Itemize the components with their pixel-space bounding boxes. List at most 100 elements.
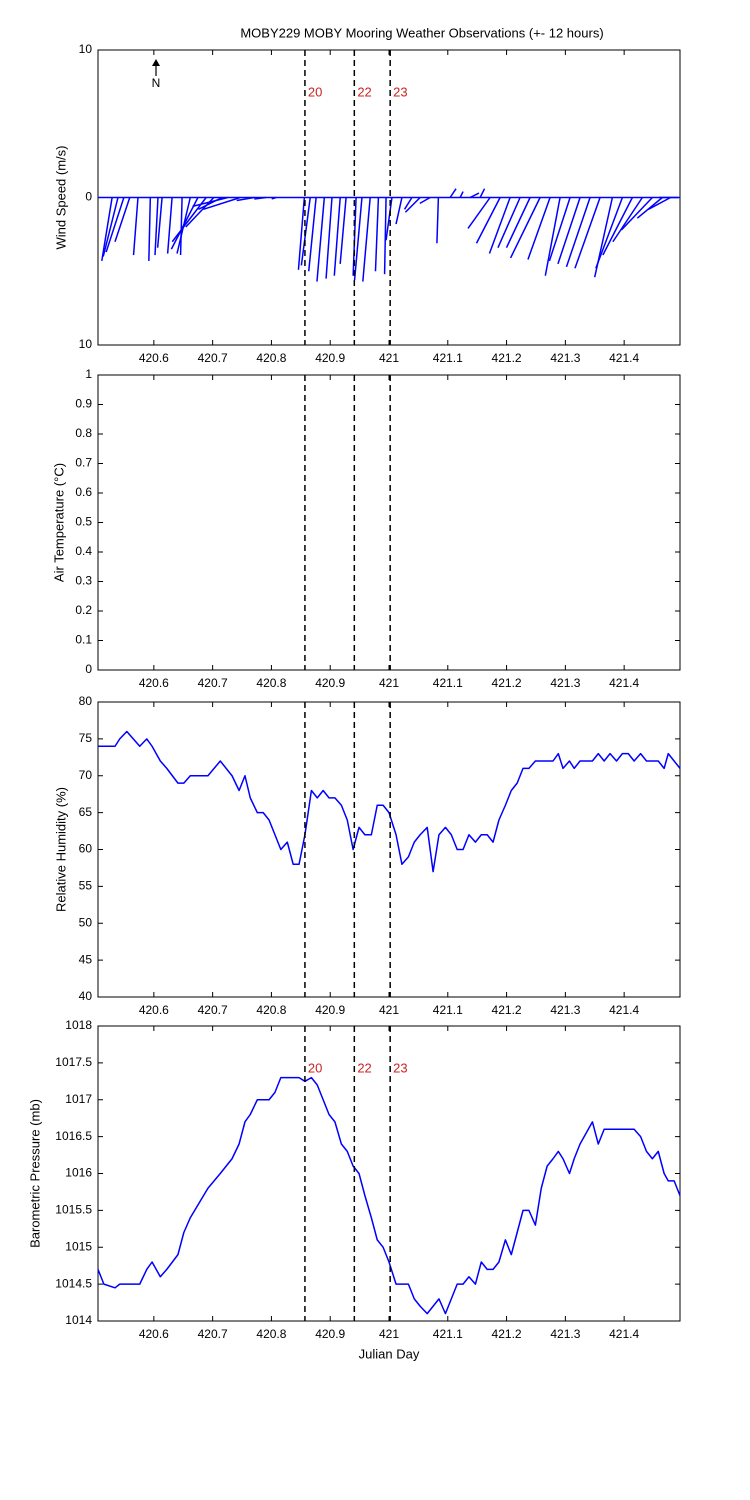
- x-tick-label: 420.9: [315, 1327, 345, 1341]
- wind-stick: [362, 197, 371, 282]
- wind-stick: [333, 197, 341, 276]
- x-tick-label: 420.8: [256, 1327, 286, 1341]
- x-tick-label: 420.6: [139, 676, 169, 690]
- x-tick-label: 421: [379, 676, 399, 690]
- wind-stick: [132, 197, 139, 256]
- x-tick-label: 420.6: [139, 351, 169, 365]
- data-line: [98, 730, 681, 873]
- x-tick-label: 421.2: [492, 1327, 522, 1341]
- y-tick-label: 1015.5: [55, 1203, 92, 1217]
- wind-stick: [497, 197, 521, 248]
- y-tick-label: 10: [79, 42, 93, 56]
- wind-stick: [192, 196, 229, 208]
- y-tick-label: 0.3: [75, 574, 92, 588]
- y-tick-label: 1017.5: [55, 1055, 92, 1069]
- y-tick-label: 40: [79, 989, 93, 1003]
- wind-stick: [602, 197, 634, 256]
- y-tick-label: 0.4: [75, 544, 92, 558]
- plot-frame: [97, 1025, 681, 1322]
- wind-stick: [574, 197, 601, 269]
- x-tick-label: 420.8: [256, 351, 286, 365]
- panel: 420.6 420.7 420.8 420.9 421 421.1 421.2 421.3 42…: [51, 367, 681, 690]
- x-tick-label: 421.2: [492, 351, 522, 365]
- wind-stick: [557, 197, 581, 265]
- y-tick-label: 1017: [65, 1092, 92, 1106]
- y-tick-label: 45: [79, 952, 93, 966]
- x-tick-label: 421.3: [550, 676, 580, 690]
- y-tick-label: 1016: [65, 1166, 92, 1180]
- wind-stick: [166, 197, 173, 254]
- y-tick-label: 80: [79, 694, 93, 708]
- plot-frame: [97, 374, 681, 671]
- x-tick-label: 421: [379, 1003, 399, 1017]
- x-tick-label: 421.3: [550, 1327, 580, 1341]
- wind-stick: [307, 197, 317, 272]
- wind-stick: [114, 197, 131, 242]
- x-tick-label: 421.4: [609, 351, 639, 365]
- y-tick-label: 0.1: [75, 633, 92, 647]
- wind-stick: [565, 197, 591, 268]
- wind-stick: [395, 197, 403, 225]
- data-line: [97, 1076, 681, 1315]
- event-label: 20: [308, 84, 322, 99]
- north-label: N: [152, 76, 161, 90]
- y-tick-label: 60: [79, 842, 93, 856]
- wind-stick: [105, 197, 125, 253]
- panel: 420.6 420.7 420.8 420.9 421 421.1 421.2 421.3 42…: [53, 25, 681, 365]
- x-tick-label: 420.7: [198, 1003, 228, 1017]
- y-tick-label: 0: [85, 662, 92, 676]
- wind-stick: [548, 197, 571, 262]
- y-axis-label: Air Temperature (°C): [51, 463, 66, 582]
- y-tick-label: 0.2: [75, 603, 92, 617]
- x-tick-label: 421.1: [433, 1327, 463, 1341]
- x-tick-label: 421.1: [433, 676, 463, 690]
- wind-stick: [339, 197, 347, 264]
- y-tick-label: 0.5: [75, 515, 92, 529]
- north-arrow-head: [152, 59, 160, 66]
- y-tick-label: 1014.5: [55, 1276, 92, 1290]
- wind-stick: [459, 191, 464, 198]
- wind-stick: [527, 197, 551, 260]
- y-tick-label: 10: [79, 337, 93, 351]
- x-tick-label: 420.7: [198, 1327, 228, 1341]
- y-tick-label: 65: [79, 805, 93, 819]
- y-axis-label: Barometric Pressure (mb): [27, 1099, 42, 1248]
- x-tick-label: 421: [379, 351, 399, 365]
- wind-stick: [316, 197, 326, 282]
- x-tick-label: 421: [379, 1327, 399, 1341]
- wind-stick: [475, 197, 501, 244]
- wind-stick: [300, 197, 311, 266]
- y-tick-label: 75: [79, 731, 93, 745]
- wind-stick: [179, 197, 183, 256]
- y-tick-label: 0: [85, 190, 92, 204]
- x-tick-label: 420.8: [256, 1003, 286, 1017]
- y-tick-label: 1014: [65, 1313, 92, 1327]
- wind-stick: [374, 197, 380, 272]
- x-axis-label: Julian Day: [359, 1346, 420, 1361]
- x-tick-label: 421.1: [433, 351, 463, 365]
- x-tick-label: 420.9: [315, 1003, 345, 1017]
- wind-stick: [419, 196, 431, 205]
- panel: 420.6 420.7 420.8 420.9 421 421.1 421.2 421.3 42…: [53, 694, 681, 1017]
- wind-stick: [102, 197, 119, 257]
- wind-stick: [148, 197, 152, 261]
- x-tick-label: 420.8: [256, 676, 286, 690]
- y-tick-label: 1018: [65, 1018, 92, 1032]
- y-tick-label: 0.7: [75, 456, 92, 470]
- plot-frame: [97, 701, 681, 998]
- x-tick-label: 421.2: [492, 1003, 522, 1017]
- wind-stick: [297, 197, 306, 270]
- y-tick-label: 0.8: [75, 426, 92, 440]
- y-tick-label: 0.6: [75, 485, 92, 499]
- event-label: 22: [357, 1060, 371, 1075]
- y-axis-label: Relative Humidity (%): [53, 787, 68, 912]
- x-tick-label: 421.4: [609, 1003, 639, 1017]
- wind-stick: [203, 196, 241, 211]
- x-tick-label: 421.4: [609, 676, 639, 690]
- wind-stick: [505, 197, 531, 248]
- x-tick-label: 420.6: [139, 1327, 169, 1341]
- x-tick-label: 420.7: [198, 351, 228, 365]
- wind-stick: [544, 197, 561, 276]
- x-tick-label: 420.9: [315, 676, 345, 690]
